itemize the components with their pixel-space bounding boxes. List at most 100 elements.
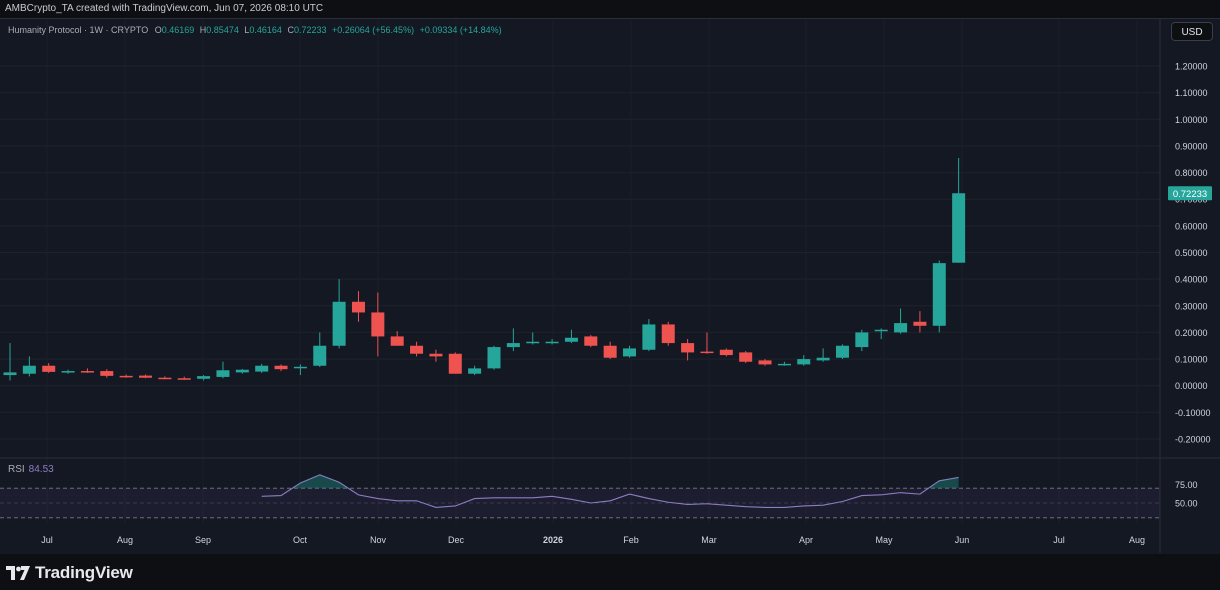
candle: [197, 375, 211, 381]
candle: [894, 308, 908, 334]
candle: [584, 335, 598, 348]
low-label: L: [244, 25, 250, 35]
candle-body: [855, 332, 869, 348]
candle: [158, 376, 172, 380]
candle: [623, 345, 637, 358]
candle: [293, 364, 307, 376]
price-tick-label: 0.00000: [1175, 381, 1208, 391]
candle: [351, 291, 365, 322]
candle-body: [932, 263, 946, 326]
candle-body: [777, 363, 791, 366]
tradingview-logo[interactable]: TradingView: [6, 563, 133, 583]
candle: [487, 345, 501, 370]
candle-body: [293, 366, 307, 369]
candle: [642, 319, 656, 352]
candle-body: [603, 345, 617, 358]
time-tick-label: Jul: [41, 535, 53, 545]
time-tick-label: Jun: [955, 535, 970, 545]
price-tick-label: 0.10000: [1175, 355, 1208, 365]
candle: [506, 328, 520, 352]
candle: [700, 332, 714, 354]
time-tick-label: Oct: [293, 535, 308, 545]
candle-body: [952, 193, 966, 263]
candle: [874, 328, 888, 340]
time-tick-label: Dec: [448, 535, 465, 545]
candle: [177, 376, 191, 380]
candle-body: [351, 301, 365, 313]
candle-body: [100, 371, 114, 376]
extra-change-value: +0.09334 (+14.84%): [419, 25, 502, 35]
high-value: 0.85474: [206, 25, 239, 35]
open-value: 0.46169: [161, 25, 195, 35]
candle-body: [429, 353, 443, 357]
candle-body: [797, 359, 811, 365]
price-tick-label: 1.10000: [1175, 88, 1208, 98]
candle: [797, 355, 811, 366]
candle: [835, 344, 849, 360]
candle: [603, 341, 617, 360]
candle: [100, 369, 114, 378]
candle: [235, 368, 249, 374]
last-price-label: 0.72233: [1173, 189, 1207, 200]
candle: [119, 374, 133, 378]
candle-body: [468, 368, 482, 374]
candle: [429, 349, 443, 362]
candle-body: [197, 376, 211, 379]
candle: [313, 332, 327, 368]
candle-body: [177, 378, 191, 380]
candle-body: [42, 365, 56, 372]
time-tick-label: Feb: [623, 535, 639, 545]
candle: [526, 332, 540, 345]
candle: [932, 260, 946, 333]
price-tick-label: 0.20000: [1175, 328, 1208, 338]
low-value: 0.46164: [249, 25, 282, 35]
footer: [0, 554, 1220, 590]
candle-body: [119, 375, 133, 378]
symbol-legend: Humanity Protocol · 1W · CRYPTO O0.46169…: [8, 25, 502, 35]
price-tick-label: 0.40000: [1175, 275, 1208, 285]
candle-body: [61, 371, 75, 373]
candle-body: [274, 365, 288, 370]
candle-body: [584, 336, 598, 346]
price-tick-label: 0.80000: [1175, 168, 1208, 178]
candle-body: [642, 324, 656, 350]
candle-body: [216, 370, 230, 377]
candle-body: [700, 351, 714, 354]
tradingview-logo-icon: [6, 566, 30, 580]
time-tick-label: Apr: [799, 535, 813, 545]
price-axis: 1.200001.100001.000000.900000.800000.700…: [1175, 62, 1211, 445]
price-tick-label: 0.60000: [1175, 221, 1208, 231]
candle-body: [816, 357, 830, 361]
candle-body: [545, 341, 559, 344]
price-tick-label: 1.20000: [1175, 62, 1208, 72]
candle: [661, 321, 675, 346]
candle-body: [758, 360, 772, 365]
candle-body: [371, 312, 385, 337]
currency-button[interactable]: USD: [1171, 22, 1213, 41]
candle: [216, 361, 230, 379]
candle-body: [235, 369, 249, 373]
time-tick-label: Aug: [1129, 535, 1145, 545]
candle-body: [313, 345, 327, 366]
tradingview-logo-text: TradingView: [35, 563, 133, 582]
candle: [255, 363, 269, 373]
candle-body: [739, 352, 753, 362]
candle-body: [139, 375, 153, 378]
candle: [855, 329, 869, 352]
candle: [739, 351, 753, 364]
candle-body: [80, 371, 94, 373]
candle: [777, 361, 791, 366]
high-label: H: [199, 25, 207, 35]
candle-body: [719, 349, 733, 356]
rsi-pane: 75.00 50.00: [0, 474, 1198, 519]
last-price-marker: 0.72233: [1168, 186, 1212, 201]
candle: [61, 369, 75, 374]
candle-body: [158, 377, 172, 380]
candle-body: [22, 365, 36, 374]
candle: [758, 359, 772, 366]
candle-body: [894, 323, 908, 333]
price-tick-label: -0.10000: [1175, 408, 1211, 418]
price-tick-label: 0.90000: [1175, 141, 1208, 151]
candles-layer: [3, 157, 966, 381]
